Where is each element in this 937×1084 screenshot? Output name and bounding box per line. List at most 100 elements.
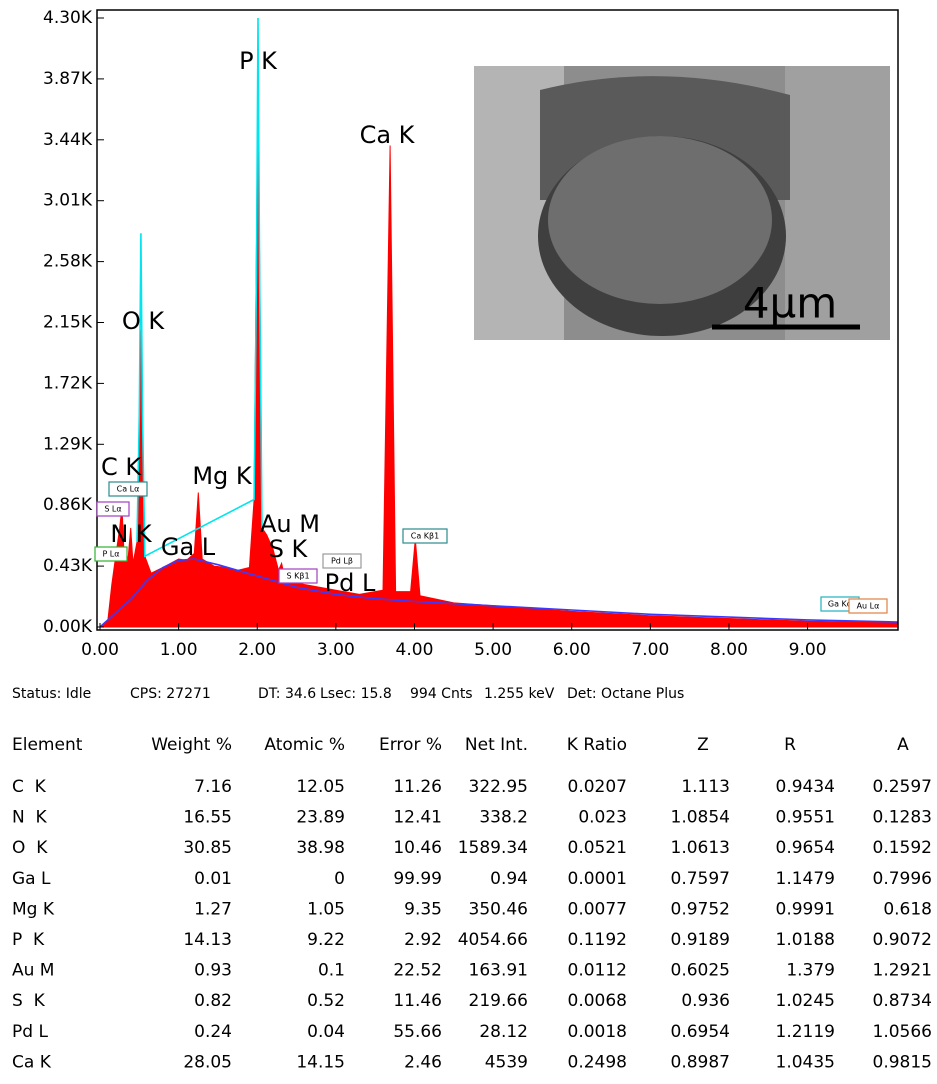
- status-item: DT: 34.6: [258, 686, 316, 702]
- line-label: S Kβ1: [286, 572, 309, 581]
- x-tick-label: 7.00: [631, 640, 669, 660]
- table-cell: 0.0068: [568, 991, 627, 1011]
- table-cell: 0.9072: [873, 930, 932, 950]
- table-header: A: [897, 735, 909, 755]
- peak-label: Ca K: [360, 121, 416, 149]
- table-cell: 0.9815: [873, 1052, 932, 1072]
- table-cell: 0.52: [307, 991, 345, 1011]
- table-cell: 338.2: [479, 808, 528, 828]
- table-cell: 99.99: [393, 869, 442, 889]
- line-label-box: [322, 553, 362, 569]
- status-item: Status: Idle: [12, 686, 91, 702]
- table-header: K Ratio: [567, 735, 627, 755]
- y-tick-label: 0.86K: [43, 495, 93, 515]
- table-cell: 12.05: [296, 777, 345, 797]
- y-tick-label: 3.01K: [43, 191, 93, 211]
- inset-wall: [785, 66, 890, 340]
- table-cell: 1.379: [786, 961, 835, 981]
- table-cell: 14.13: [183, 930, 232, 950]
- table-cell: 0.0001: [568, 869, 627, 889]
- line-label-box: [96, 501, 130, 517]
- table-header: Error %: [379, 735, 442, 755]
- table-cell: 9.22: [307, 930, 345, 950]
- table-cell: 350.46: [469, 899, 528, 919]
- table-cell: 0.1: [318, 961, 345, 981]
- table-cell: 0.9654: [776, 838, 835, 858]
- table-cell: 1.113: [681, 777, 730, 797]
- table-cell: 0.93: [194, 961, 232, 981]
- table-cell: Au M: [12, 961, 54, 981]
- line-label-box: [94, 546, 128, 562]
- table-cell: 14.15: [296, 1052, 345, 1072]
- y-tick-label: 3.44K: [43, 130, 93, 150]
- table-cell: 1589.34: [458, 838, 528, 858]
- table-cell: 28.05: [183, 1052, 232, 1072]
- table-cell: 0.2498: [568, 1052, 627, 1072]
- table-cell: 0.6025: [671, 961, 730, 981]
- y-tick-label: 0.43K: [43, 556, 93, 576]
- table-cell: 2.46: [404, 1052, 442, 1072]
- table-cell: Pd L: [12, 1022, 48, 1042]
- table-cell: 0.9189: [671, 930, 730, 950]
- table-cell: 1.05: [307, 899, 345, 919]
- scale-bar-label: 4µm: [743, 279, 837, 328]
- table-cell: 0.9991: [776, 899, 835, 919]
- table-cell: 0.0207: [568, 777, 627, 797]
- table-cell: 0.0077: [568, 899, 627, 919]
- table-cell: 1.0188: [776, 930, 835, 950]
- line-label-box: [108, 481, 148, 497]
- table-cell: 0.8734: [873, 991, 932, 1011]
- x-tick-label: 5.00: [474, 640, 512, 660]
- status-item: Det: Octane Plus: [567, 686, 684, 702]
- spectrum-line: [136, 17, 263, 558]
- y-tick-label: 2.15K: [43, 313, 93, 333]
- y-tick-label: 2.58K: [43, 252, 93, 272]
- table-cell: 11.26: [393, 777, 442, 797]
- table-cell: 0.618: [883, 899, 932, 919]
- table-cell: 0.023: [578, 808, 627, 828]
- table-cell: 0.9752: [671, 899, 730, 919]
- plot: [98, 17, 899, 628]
- table-cell: 2.92: [404, 930, 442, 950]
- table-cell: 1.2921: [873, 961, 932, 981]
- line-label-box: [402, 528, 448, 544]
- line-label-box: [848, 598, 888, 614]
- plot-frame: [96, 9, 899, 631]
- y-tick-label: 0.00K: [43, 617, 93, 637]
- peak-label: C K: [101, 453, 142, 481]
- table-cell: 0.9551: [776, 808, 835, 828]
- table-cell: 0.01: [194, 869, 232, 889]
- table-cell: S K: [12, 991, 46, 1011]
- table-header: Z: [697, 735, 709, 755]
- table-cell: 0.2597: [873, 777, 932, 797]
- table-header: Weight %: [151, 735, 232, 755]
- table-cell: 0.1283: [873, 808, 932, 828]
- x-tick-label: 3.00: [317, 640, 355, 660]
- table-cell: 22.52: [393, 961, 442, 981]
- status-item: 1.255 keV: [484, 686, 555, 702]
- table-cell: 0.04: [307, 1022, 345, 1042]
- table-cell: 0.0112: [568, 961, 627, 981]
- peak-label: Ga L: [161, 533, 216, 561]
- table-cell: 1.27: [194, 899, 232, 919]
- table-cell: 28.12: [479, 1022, 528, 1042]
- table-cell: 9.35: [404, 899, 442, 919]
- table-cell: 1.0566: [873, 1022, 932, 1042]
- line-label: P Lα: [102, 550, 119, 559]
- line-label: Ca Kβ1: [411, 532, 439, 541]
- line-label: Ga Kα: [828, 600, 852, 609]
- line-label: S Lα: [104, 505, 121, 514]
- sem-inset: 4µm: [474, 66, 890, 340]
- table-cell: 0.9434: [776, 777, 835, 797]
- table-cell: 0.24: [194, 1022, 232, 1042]
- status-item: CPS: 27271: [130, 686, 211, 702]
- x-tick-label: 6.00: [553, 640, 591, 660]
- table-cell: 0.82: [194, 991, 232, 1011]
- table-header: Element: [12, 735, 83, 755]
- table-cell: 16.55: [183, 808, 232, 828]
- x-tick-label: 4.00: [396, 640, 434, 660]
- table-cell: 0: [334, 869, 345, 889]
- table-cell: 1.1479: [776, 869, 835, 889]
- table-cell: 163.91: [469, 961, 528, 981]
